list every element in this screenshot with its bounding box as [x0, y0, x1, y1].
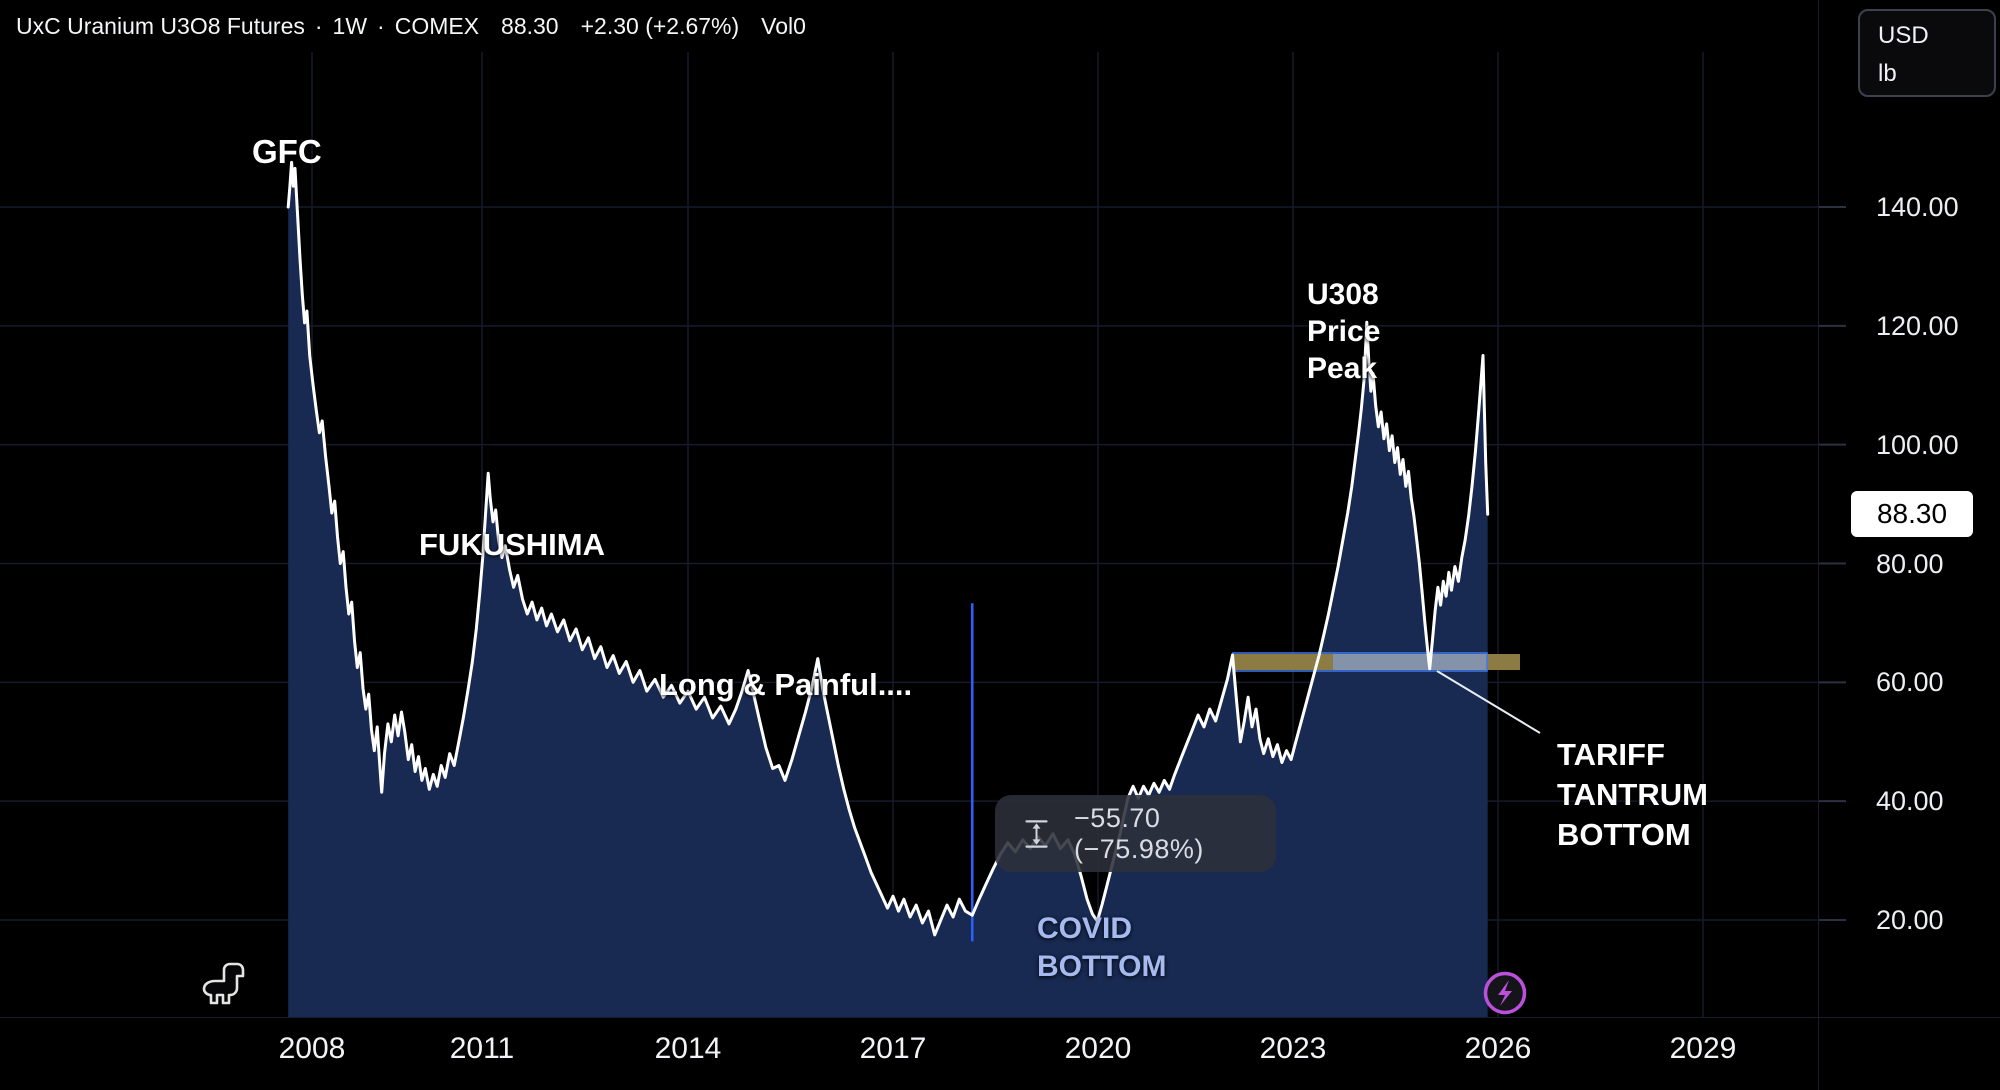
year-tick-label: 2011 [449, 1032, 515, 1065]
time-axis-border [0, 1017, 2000, 1018]
interval-label[interactable]: 1W [332, 12, 368, 39]
year-tick-label: 2026 [1464, 1032, 1532, 1065]
annotation-tariff-tantrum[interactable]: TARIFF TANTRUM BOTTOM [1557, 737, 1708, 852]
symbol-name[interactable]: UxC Uranium U3O8 Futures [16, 12, 305, 39]
exchange-label: COMEX [394, 12, 480, 39]
year-tick-label: 2017 [859, 1032, 927, 1065]
unit-label[interactable]: lb [1878, 60, 1897, 87]
last-price-tag: 88.30 [1851, 491, 1973, 538]
separator-dot: · [377, 12, 385, 39]
price-axis-border [1818, 0, 1819, 1090]
currency-label[interactable]: USD [1878, 22, 1929, 49]
year-tick-label: 2023 [1259, 1032, 1327, 1065]
horizontal-band-drawing[interactable] [1232, 652, 1520, 672]
year-tick-label: 2020 [1064, 1032, 1132, 1065]
price-line [286, 160, 1490, 937]
currency-unit-box[interactable]: USD lb [1858, 9, 1996, 97]
volume-value: 0 [793, 12, 806, 39]
price-tick-label: 20.00 [1876, 905, 1944, 935]
annotation-covid-bottom[interactable]: COVID BOTTOM [1037, 912, 1167, 983]
measure-value: −55.70 (−75.98%) [1074, 802, 1204, 864]
symbol-header: UxC Uranium U3O8 Futures · 1W · COMEX 88.30 +2… [16, 0, 806, 52]
price-tick-label: 80.00 [1876, 548, 1944, 579]
price-tick-label: 40.00 [1876, 786, 1944, 817]
measure-range-icon [1025, 819, 1048, 848]
price-tick-label: 100.00 [1876, 429, 1959, 460]
header-last-price: 88.30 [501, 12, 559, 39]
header-change: +2.30 (+2.67%) [580, 12, 740, 39]
volume-label: Vol [761, 12, 794, 39]
annotation-price-peak[interactable]: U308 Price Peak [1307, 278, 1381, 385]
event-lightning-badge[interactable] [1483, 971, 1527, 1015]
price-tick-label: 140.00 [1876, 192, 1959, 222]
price-tick-label: 120.00 [1876, 310, 1959, 341]
annotation-gfc[interactable]: GFC [252, 133, 322, 170]
separator-dot: · [314, 12, 323, 39]
grid [0, 52, 1846, 1017]
year-tick-label: 2029 [1669, 1032, 1737, 1065]
callout-line[interactable] [1436, 670, 1541, 734]
year-tick-label: 2008 [278, 1032, 346, 1065]
annotation-fukushima[interactable]: FUKUSHIMA [419, 527, 605, 562]
measure-tooltip: −55.70 (−75.98%) [995, 795, 1276, 872]
dinosaur-icon[interactable] [202, 962, 245, 1005]
annotation-long-painful[interactable]: Long & Painful.... [659, 667, 913, 702]
price-tick-label: 60.00 [1876, 667, 1944, 698]
year-tick-label: 2014 [654, 1032, 722, 1065]
